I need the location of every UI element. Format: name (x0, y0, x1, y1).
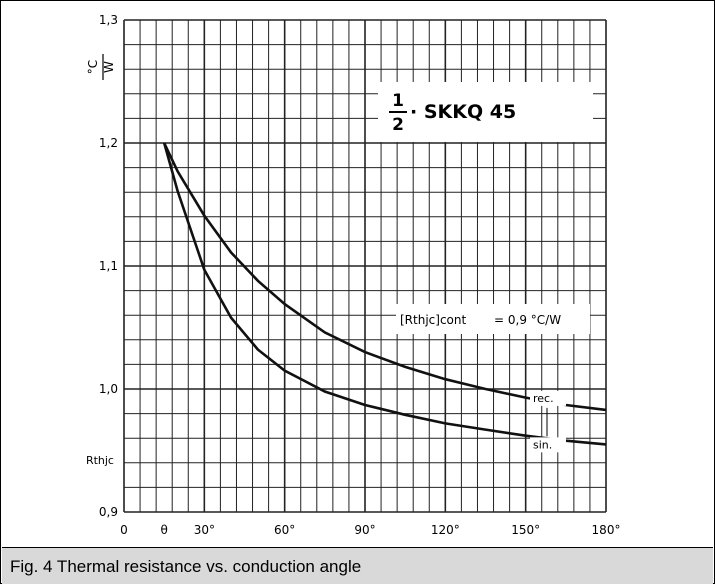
figure-caption: Fig. 4 Thermal resistance vs. conduction… (10, 557, 362, 576)
tick-labels: 0 θ 30° 60° 90° 120° 150° 180° 0,9 1,0 1,1 1,2 1,3 (99, 13, 621, 537)
series-label-rec: rec. (533, 392, 554, 405)
x-tick-label: 150° (511, 523, 540, 537)
caption-bar: Fig. 4 Thermal resistance vs. conduction… (2, 547, 713, 584)
series-label-background (530, 390, 566, 406)
series-line-rec (163, 142, 607, 412)
chart-area: °C W Rthjc 1 2 · SKKQ 45 [Rthjc]cont = 0… (2, 2, 713, 547)
x-tick-label: 60° (274, 523, 295, 537)
title-numerator: 1 (392, 91, 404, 111)
series-label-sin: sin. (533, 438, 552, 451)
x-tick-label: 120° (431, 523, 460, 537)
annotation-value: = 0,9 °C/W (494, 313, 561, 327)
y-tick-label: 1,1 (99, 259, 118, 273)
title-denominator: 2 (392, 115, 404, 135)
x-tick-label: 180° (592, 523, 621, 537)
grid (123, 19, 607, 513)
y-tick-label: 1,0 (99, 382, 118, 396)
x-tick-label: 90° (354, 523, 375, 537)
thermal-resistance-chart: °C W Rthjc 1 2 · SKKQ 45 [Rthjc]cont = 0… (86, 13, 621, 537)
series-line-sin (162, 142, 607, 446)
series-lines (162, 142, 607, 446)
x-tick-label: 30° (194, 523, 215, 537)
title-background (378, 82, 593, 142)
y-tick-label: 1,2 (99, 136, 118, 150)
series-label-background (530, 437, 566, 453)
x-tick-label: θ (160, 523, 167, 537)
chart-title: · SKKQ 45 (410, 101, 516, 123)
y-axis-symbol: Rthjc (86, 454, 114, 467)
series-labels: rec. sin. (530, 390, 566, 453)
x-tick-label: 0 (120, 523, 128, 537)
y-unit-numerator: °C (86, 60, 100, 74)
y-tick-label: 0,9 (99, 505, 118, 519)
y-unit-denominator: W (102, 61, 116, 73)
annotation-rthjc-cont: [Rthjc]cont (400, 313, 466, 327)
annotation-background (396, 304, 590, 334)
y-tick-label: 1,3 (99, 13, 118, 27)
